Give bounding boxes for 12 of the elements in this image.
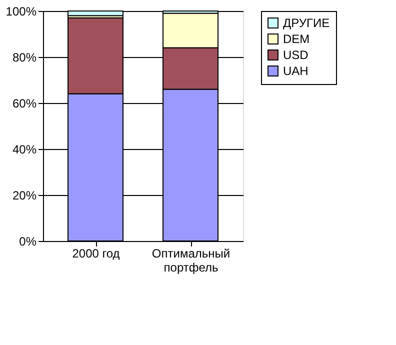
legend-label: DEM: [283, 32, 310, 46]
legend-label: ДРУГИЕ: [283, 16, 330, 30]
x-tick-label: 2000 год: [72, 246, 120, 260]
y-tick-label: 100%: [6, 4, 37, 18]
legend-label: UAH: [283, 64, 308, 78]
y-tick-label: 0%: [19, 234, 37, 248]
y-tick-label: 40%: [12, 142, 37, 156]
legend-label: USD: [283, 48, 309, 62]
y-tick-label: 60%: [12, 96, 37, 110]
x-tick-label: Оптимальный портфель: [152, 246, 230, 274]
y-tick-label: 80%: [12, 50, 37, 64]
y-tick-label: 20%: [12, 188, 37, 202]
